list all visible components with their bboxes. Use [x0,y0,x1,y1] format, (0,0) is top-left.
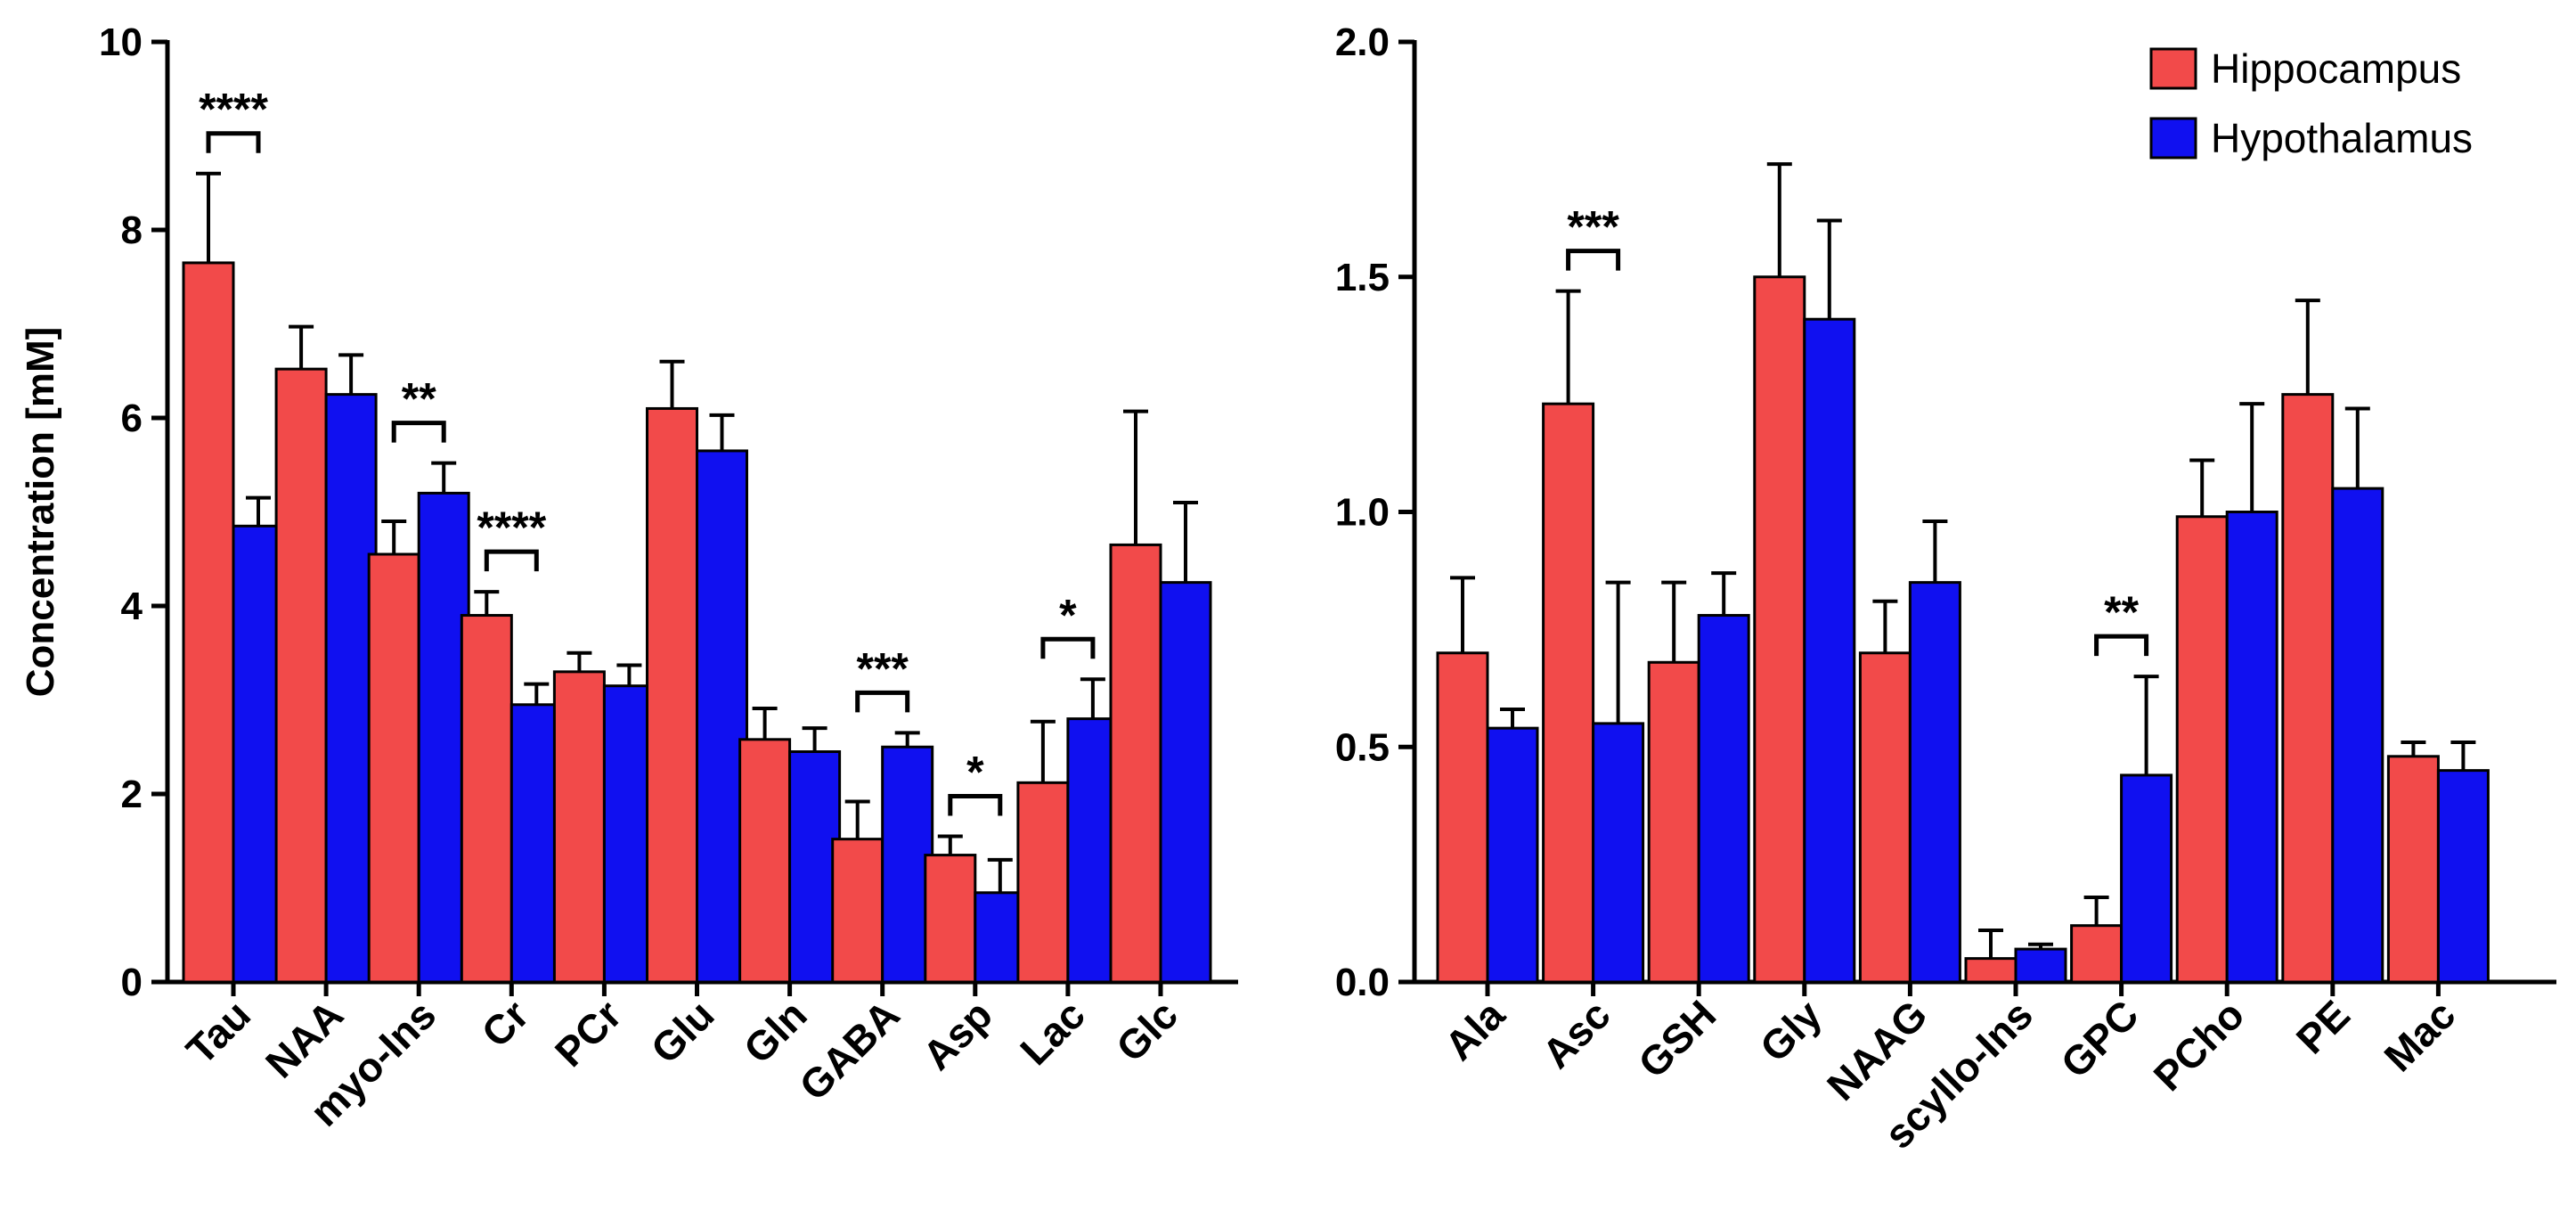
x-tick-label: Ala [1436,991,1514,1069]
y-tick-label: 0 [121,961,143,1004]
bar-hippocampus [740,740,790,982]
significance-label: * [966,747,984,797]
significance-bracket [1569,251,1618,271]
x-tick-label: Gly [1751,991,1830,1070]
significance-label: ** [2104,587,2139,637]
x-tick-label: GSH [1629,991,1724,1086]
y-tick-label: 4 [121,585,143,628]
y-tick-label: 10 [99,20,143,64]
bar-hypothalamus [1910,583,1960,982]
significance-bracket [858,692,908,712]
bar-hippocampus [1755,277,1805,982]
significance-label: ** [402,374,436,424]
bar-hypothalamus [2227,512,2277,983]
x-tick-label: Cr [472,991,537,1056]
y-tick-label: 8 [121,209,143,252]
legend-swatch-hypothalamus [2151,119,2196,158]
significance-bracket [208,134,258,153]
significance-label: *** [857,643,909,693]
bar-hippocampus [833,839,883,982]
bar-hippocampus [1966,959,2016,982]
x-tick-label: Mac [2375,991,2464,1080]
x-tick-label: PE [2287,991,2359,1062]
bar-hippocampus [183,263,233,982]
y-tick-label: 2.0 [1335,20,1390,64]
x-tick-label: GABA [790,991,909,1109]
x-tick-label: Gln [735,991,816,1072]
significance-label: *** [1567,202,1619,252]
y-tick-label: 1.0 [1335,491,1390,535]
bar-hypothalamus [2438,771,2488,982]
bar-hypothalamus [2122,775,2172,982]
legend-label-hypothalamus: Hypothalamus [2211,115,2473,161]
legend-label-hippocampus: Hippocampus [2211,45,2461,92]
x-tick-label: Asp [914,991,1001,1078]
bar-hippocampus [648,408,697,982]
bar-hippocampus [1438,653,1488,982]
x-tick-label: Lac [1011,991,1094,1074]
x-tick-label: PCr [546,991,631,1076]
bar-hippocampus [1649,662,1699,982]
y-tick-label: 6 [121,397,143,440]
bar-hypothalamus [2016,949,2066,982]
bar-hypothalamus [1594,724,1643,982]
bar-hippocampus [2388,757,2438,982]
x-tick-label: Glu [642,991,723,1072]
y-tick-label: 2 [121,773,143,816]
significance-bracket [394,423,444,443]
legend-swatch-hippocampus [2151,49,2196,88]
significance-label: **** [199,85,268,135]
y-tick-label: 0.5 [1335,725,1390,769]
significance-bracket [950,796,1000,815]
bar-hippocampus [554,672,604,982]
bar-hypothalamus [2333,488,2383,982]
significance-bracket [486,552,536,571]
y-tick-label: 1.5 [1335,256,1390,299]
bar-hippocampus [276,369,326,982]
x-tick-label: GPC [2051,991,2147,1086]
bar-hippocampus [461,616,511,982]
bar-hippocampus [1111,544,1161,982]
bar-hippocampus [1860,653,1910,982]
bar-hippocampus [2177,517,2227,982]
bar-hippocampus [2283,395,2333,982]
legend: Hippocampus Hypothalamus [2151,45,2473,161]
bar-hypothalamus [1805,319,1855,982]
bar-hypothalamus [1161,583,1211,982]
bar-hypothalamus [1699,616,1749,982]
x-tick-label: Asc [1533,991,1618,1076]
significance-bracket [1043,639,1093,659]
y-tick-label: 0.0 [1335,961,1390,1004]
x-tick-label: Glc [1107,991,1186,1070]
x-tick-label: Tau [177,991,259,1073]
significance-bracket [2097,636,2147,656]
bar-hypothalamus [1488,728,1537,982]
bar-hippocampus [1018,782,1068,982]
figure: 0246810Concentration [mM]TauNAAmyo-Ins Cr… [0,0,2576,1211]
x-tick-label: PCho [2145,991,2254,1100]
bar-hippocampus [2072,926,2122,982]
bar-hippocampus [369,554,419,982]
y-axis-label: Concentration [mM] [19,327,62,698]
significance-label: * [1059,590,1077,640]
significance-label: **** [477,503,546,552]
bar-hippocampus [925,855,975,982]
bar-hippocampus [1544,404,1594,982]
